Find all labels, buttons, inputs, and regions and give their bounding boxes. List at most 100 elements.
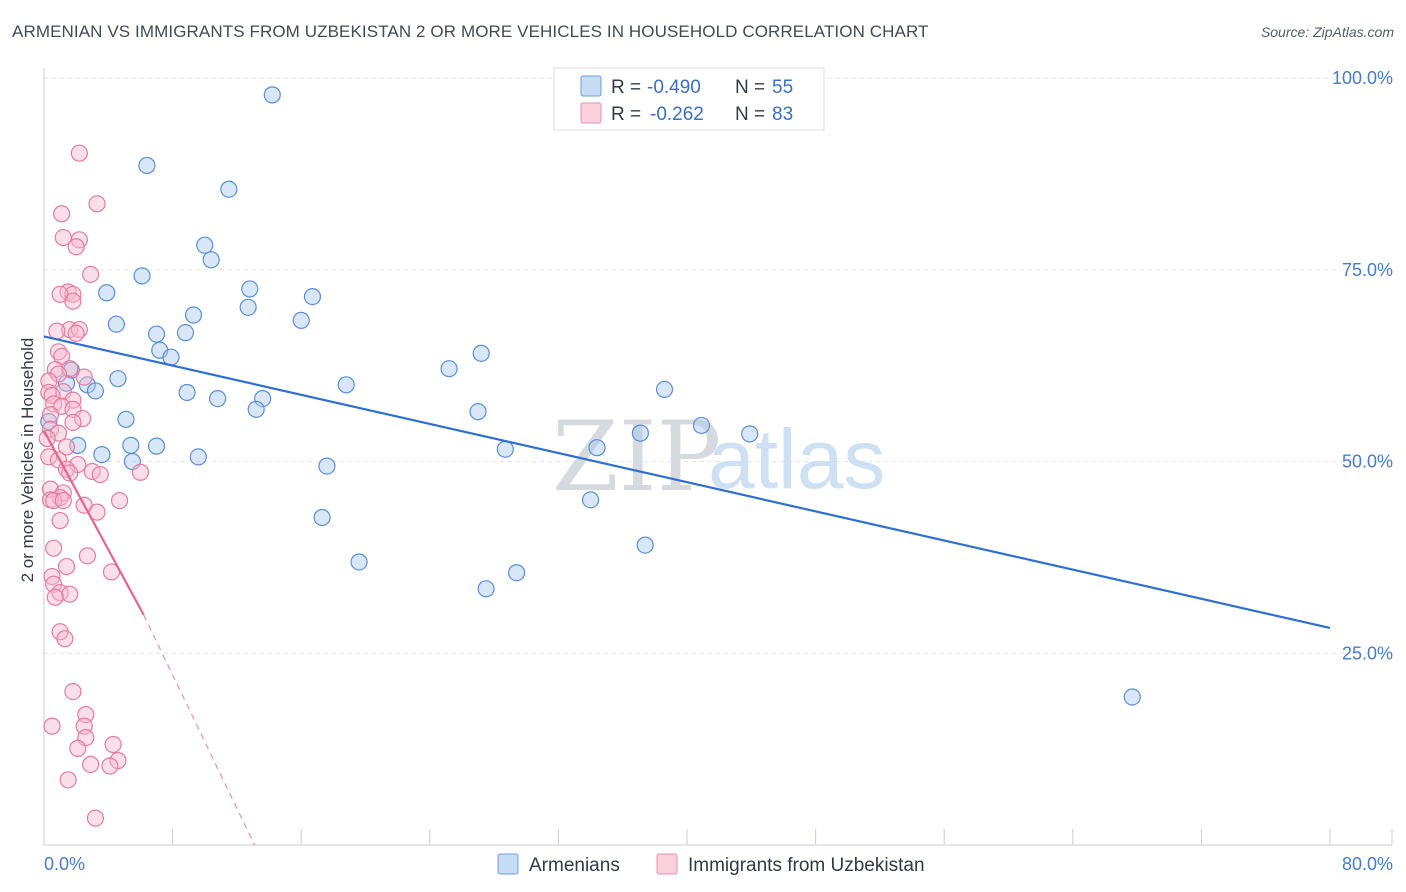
point-armenians (263, 86, 281, 104)
point-armenians (303, 287, 322, 306)
point-armenians (472, 344, 490, 362)
bottom-legend-swatch-armenians (497, 853, 519, 875)
chart-title: ARMENIAN VS IMMIGRANTS FROM UZBEKISTAN 2… (12, 22, 929, 41)
point-armenians (109, 370, 127, 388)
point-uzbekistan (49, 424, 68, 442)
point-uzbekistan (82, 755, 100, 774)
point-armenians (147, 437, 166, 455)
point-armenians (477, 580, 495, 598)
point-uzbekistan (54, 492, 72, 510)
point-armenians (636, 536, 654, 554)
point-armenians (147, 325, 166, 343)
point-uzbekistan (64, 682, 82, 701)
point-armenians (292, 311, 310, 329)
point-armenians (313, 508, 331, 527)
legend-n-label: N = (735, 104, 765, 125)
point-armenians (508, 564, 526, 582)
point-armenians (98, 284, 116, 302)
point-uzbekistan (86, 809, 105, 827)
series-uzbekistan-points (38, 144, 150, 827)
x-tick-labels: 0.0% 80.0% (44, 854, 1393, 874)
y-tick-label: 100.0% (1332, 68, 1393, 88)
point-armenians (241, 280, 259, 298)
point-uzbekistan (57, 557, 76, 576)
point-uzbekistan (56, 630, 74, 648)
legend-r-label: R = (611, 77, 641, 98)
point-uzbekistan (70, 144, 88, 162)
trend-line-uzbekistan (43, 430, 145, 616)
point-armenians (350, 553, 368, 571)
point-armenians (318, 457, 336, 475)
point-uzbekistan (64, 292, 82, 310)
bottom-legend-uzbekistan: Immigrants from Uzbekistan (688, 855, 925, 876)
point-armenians (196, 236, 214, 254)
point-armenians (655, 380, 674, 399)
trend-line-armenians (43, 335, 1331, 630)
point-uzbekistan (82, 265, 100, 283)
point-armenians (741, 425, 759, 443)
point-armenians (122, 436, 140, 454)
trend-line-uzbekistan-extension (143, 614, 256, 846)
stats-legend: R = -0.490 N = 55 R = -0.262 N = 83 (553, 67, 825, 131)
point-uzbekistan (43, 717, 61, 735)
point-uzbekistan (67, 324, 85, 343)
bottom-legend-swatch-uzbekistan (656, 853, 678, 875)
point-uzbekistan (75, 368, 93, 386)
axes (43, 68, 1393, 846)
point-uzbekistan (57, 438, 76, 456)
point-armenians (581, 491, 600, 509)
point-armenians (178, 383, 196, 402)
legend-n-label: N = (735, 77, 765, 98)
point-armenians (220, 180, 238, 198)
point-uzbekistan (110, 492, 129, 510)
grid-lines (44, 77, 1392, 654)
point-uzbekistan (45, 492, 63, 510)
point-armenians (588, 439, 606, 457)
point-uzbekistan (45, 539, 63, 557)
point-uzbekistan (40, 448, 58, 466)
point-uzbekistan (64, 413, 82, 431)
legend-swatch-uzbekistan (580, 102, 602, 124)
series-legend: Armenians Immigrants from Uzbekistan (497, 853, 925, 876)
point-armenians (337, 376, 355, 394)
point-armenians (176, 324, 195, 342)
point-armenians (469, 403, 487, 421)
point-armenians (117, 410, 135, 428)
point-uzbekistan (46, 588, 64, 606)
point-armenians (239, 298, 257, 316)
point-uzbekistan (91, 465, 109, 484)
point-uzbekistan (49, 343, 68, 361)
point-armenians (440, 360, 458, 378)
legend-r-value: -0.490 (647, 77, 701, 98)
point-uzbekistan (61, 585, 79, 603)
point-armenians (202, 251, 220, 269)
point-uzbekistan (69, 739, 87, 757)
point-armenians (162, 348, 180, 366)
point-uzbekistan (59, 771, 77, 789)
source-label: Source: ZipAtlas.com (1260, 24, 1394, 40)
x-tick-label: 0.0% (44, 854, 85, 874)
point-armenians (496, 440, 514, 458)
point-armenians (692, 416, 711, 435)
point-armenians (247, 400, 265, 418)
point-armenians (254, 390, 272, 408)
x-tick-label: 80.0% (1342, 854, 1393, 874)
point-uzbekistan (48, 322, 66, 340)
point-uzbekistan (88, 195, 106, 213)
legend-n-value: 55 (772, 77, 793, 98)
y-tick-labels: 25.0% 50.0% 75.0% 100.0% (1332, 68, 1393, 663)
legend-n-value: 83 (772, 104, 793, 125)
point-armenians (138, 156, 156, 175)
point-uzbekistan (131, 463, 150, 481)
point-uzbekistan (41, 406, 60, 424)
bottom-legend-armenians: Armenians (529, 855, 620, 876)
y-axis-label: 2 or more Vehicles in Household (18, 338, 37, 583)
y-tick-label: 75.0% (1342, 260, 1393, 280)
point-armenians (93, 445, 111, 464)
point-armenians (184, 306, 203, 324)
point-armenians (133, 267, 151, 285)
watermark: ZIP atlas (552, 401, 885, 513)
y-tick-label: 50.0% (1342, 452, 1393, 472)
point-uzbekistan (61, 360, 79, 378)
